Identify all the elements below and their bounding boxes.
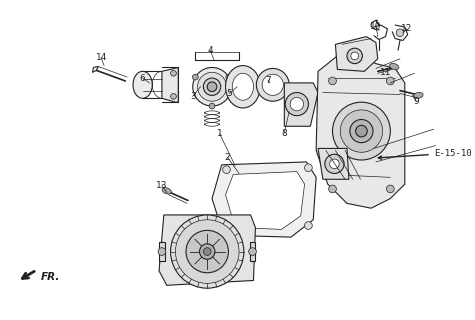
Text: 3: 3 bbox=[190, 92, 196, 101]
Ellipse shape bbox=[226, 66, 260, 108]
Circle shape bbox=[262, 74, 284, 95]
Text: 4: 4 bbox=[207, 46, 213, 55]
Ellipse shape bbox=[390, 63, 399, 69]
Circle shape bbox=[192, 74, 198, 80]
Ellipse shape bbox=[232, 73, 254, 100]
Circle shape bbox=[186, 230, 228, 273]
Circle shape bbox=[203, 78, 221, 95]
Text: 8: 8 bbox=[282, 129, 287, 138]
Text: 12: 12 bbox=[401, 24, 412, 33]
Text: 2: 2 bbox=[225, 153, 230, 162]
Circle shape bbox=[340, 110, 383, 152]
Text: 10: 10 bbox=[370, 21, 381, 30]
Text: 11: 11 bbox=[380, 68, 391, 77]
Ellipse shape bbox=[133, 71, 152, 98]
Circle shape bbox=[226, 74, 232, 80]
Circle shape bbox=[350, 119, 373, 143]
Circle shape bbox=[329, 77, 336, 85]
Circle shape bbox=[209, 103, 215, 109]
Polygon shape bbox=[316, 54, 405, 208]
Text: FR.: FR. bbox=[40, 272, 60, 282]
Circle shape bbox=[223, 166, 230, 173]
Circle shape bbox=[223, 227, 230, 234]
Circle shape bbox=[304, 222, 312, 229]
Polygon shape bbox=[285, 83, 318, 126]
Circle shape bbox=[332, 102, 390, 160]
Polygon shape bbox=[159, 215, 256, 285]
Circle shape bbox=[329, 185, 336, 193]
Circle shape bbox=[171, 93, 176, 99]
Text: 7: 7 bbox=[265, 76, 271, 84]
Circle shape bbox=[325, 154, 344, 173]
Ellipse shape bbox=[414, 92, 423, 98]
Text: E-15-10: E-15-10 bbox=[378, 149, 471, 159]
Circle shape bbox=[387, 185, 394, 193]
Polygon shape bbox=[162, 68, 178, 102]
Text: 14: 14 bbox=[95, 53, 107, 62]
Text: 13: 13 bbox=[156, 180, 168, 189]
Text: 5: 5 bbox=[227, 89, 232, 98]
Circle shape bbox=[175, 220, 239, 284]
Polygon shape bbox=[159, 242, 165, 261]
Polygon shape bbox=[226, 172, 304, 229]
Text: 6: 6 bbox=[140, 74, 145, 83]
Polygon shape bbox=[318, 148, 349, 179]
Ellipse shape bbox=[162, 188, 171, 194]
Circle shape bbox=[330, 159, 339, 169]
Polygon shape bbox=[335, 36, 378, 71]
Circle shape bbox=[193, 68, 231, 106]
Circle shape bbox=[256, 68, 289, 101]
Circle shape bbox=[249, 248, 256, 255]
Circle shape bbox=[347, 48, 362, 64]
Circle shape bbox=[198, 72, 227, 101]
Circle shape bbox=[207, 82, 217, 92]
Circle shape bbox=[171, 70, 176, 76]
Text: 1: 1 bbox=[217, 130, 223, 139]
Text: 9: 9 bbox=[414, 97, 419, 106]
Circle shape bbox=[200, 244, 215, 259]
Ellipse shape bbox=[285, 92, 308, 116]
Circle shape bbox=[356, 125, 367, 137]
Polygon shape bbox=[212, 162, 316, 237]
Circle shape bbox=[387, 77, 394, 85]
Ellipse shape bbox=[290, 97, 304, 111]
Circle shape bbox=[158, 248, 166, 255]
Polygon shape bbox=[250, 242, 256, 261]
Circle shape bbox=[171, 215, 244, 288]
Circle shape bbox=[203, 248, 211, 255]
Circle shape bbox=[304, 164, 312, 172]
Circle shape bbox=[351, 52, 359, 60]
Circle shape bbox=[396, 29, 404, 36]
